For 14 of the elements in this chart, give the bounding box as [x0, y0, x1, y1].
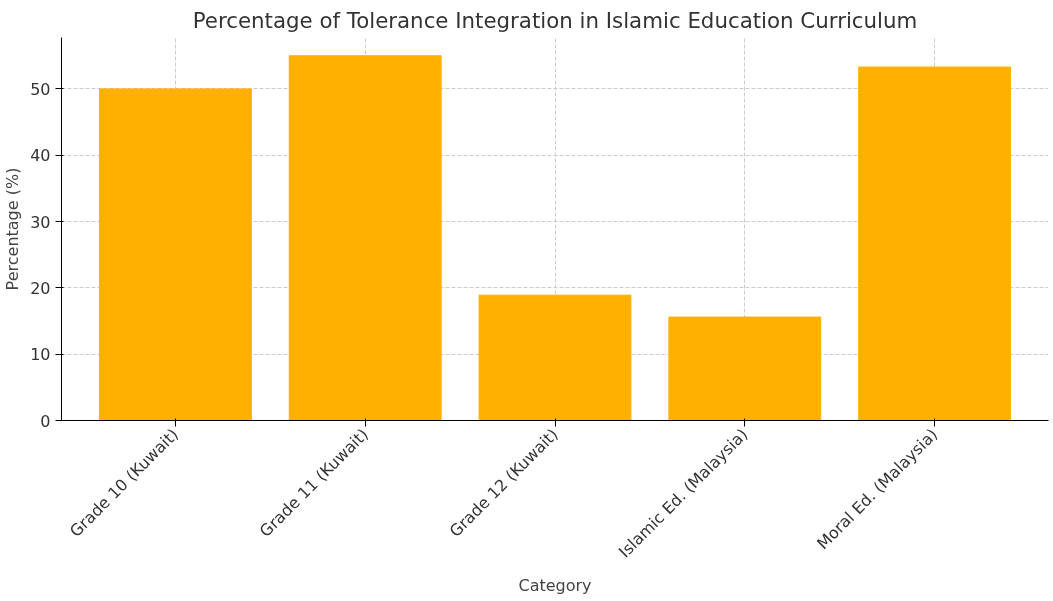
bar	[288, 55, 442, 421]
y-tick-label: 30	[30, 212, 51, 232]
y-axis-title: Percentage (%)	[3, 167, 23, 291]
y-tick-label: 50	[30, 79, 51, 99]
y-tick-label: 20	[30, 278, 51, 298]
bar	[98, 88, 252, 421]
bar	[478, 294, 632, 421]
y-tick-label: 0	[40, 411, 51, 431]
y-tick-label: 40	[30, 146, 51, 166]
bar	[858, 66, 1012, 421]
bar	[668, 316, 822, 421]
x-axis-title: Category	[518, 576, 592, 596]
y-tick-label: 10	[30, 345, 51, 365]
chart-title: Percentage of Tolerance Integration in Islamic Education Curriculum	[192, 7, 918, 33]
